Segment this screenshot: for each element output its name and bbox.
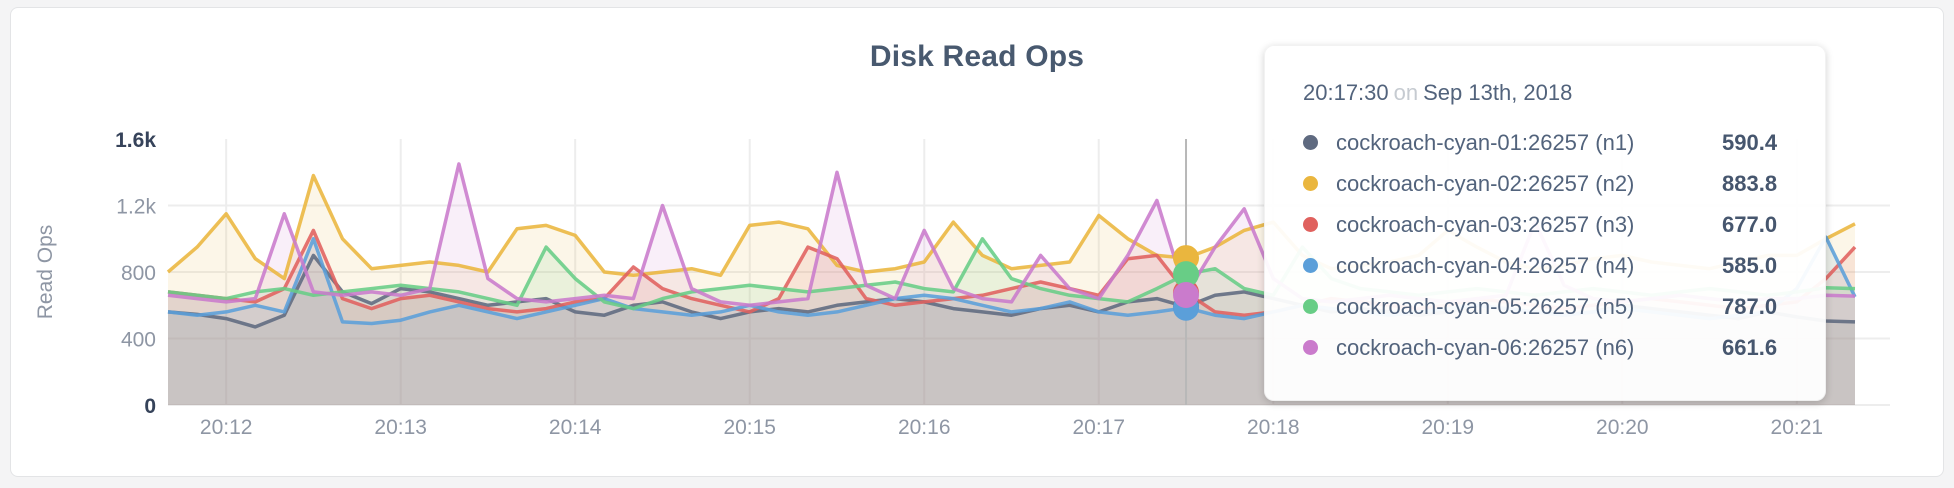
series-label: cockroach-cyan-06:26257 (n6) xyxy=(1336,334,1635,360)
tooltip-row: cockroach-cyan-05:26257 (n5) 787.0 xyxy=(1303,286,1825,327)
series-value: 677.0 xyxy=(1722,211,1778,237)
x-tick-label: 20:21 xyxy=(1771,416,1824,439)
tooltip-row: cockroach-cyan-04:26257 (n4) 585.0 xyxy=(1303,245,1825,286)
y-tick-label: 0 xyxy=(144,395,156,418)
series-label: cockroach-cyan-05:26257 (n5) xyxy=(1336,293,1635,319)
x-tick-label: 20:17 xyxy=(1072,416,1125,439)
series-label: cockroach-cyan-02:26257 (n2) xyxy=(1336,170,1635,196)
tooltip-date: Sep 13th, 2018 xyxy=(1423,80,1573,105)
chart-title: Disk Read Ops xyxy=(869,40,1085,73)
hover-dot-n5[interactable] xyxy=(1173,261,1200,288)
series-value: 787.0 xyxy=(1722,293,1778,319)
tooltip-row: cockroach-cyan-06:26257 (n6) 661.6 xyxy=(1303,327,1825,368)
x-tick-label: 20:14 xyxy=(549,416,602,439)
hover-dot-n6[interactable] xyxy=(1173,282,1200,309)
series-color-dot xyxy=(1303,340,1318,355)
y-axis-title: Read Ops xyxy=(34,225,57,320)
series-color-dot xyxy=(1303,299,1318,314)
y-tick-label: 400 xyxy=(121,329,156,352)
tooltip-time: 20:17:30 xyxy=(1303,80,1389,105)
y-tick-label: 1.6k xyxy=(115,129,156,152)
series-color-dot xyxy=(1303,176,1318,191)
series-value: 661.6 xyxy=(1722,334,1778,360)
y-tick-label: 1.2k xyxy=(116,196,156,219)
x-tick-label: 20:12 xyxy=(200,416,253,439)
x-tick-label: 20:16 xyxy=(898,416,951,439)
y-tick-label: 800 xyxy=(121,262,156,285)
series-color-dot xyxy=(1303,135,1318,150)
series-color-dot xyxy=(1303,258,1318,273)
tooltip-row: cockroach-cyan-03:26257 (n3) 677.0 xyxy=(1303,204,1825,245)
x-tick-label: 20:19 xyxy=(1422,416,1475,439)
tooltip-row: cockroach-cyan-02:26257 (n2) 883.8 xyxy=(1303,163,1825,204)
tooltip-on-text: on xyxy=(1393,80,1419,105)
hover-tooltip: 20:17:30 on Sep 13th, 2018 cockroach-cyan-… xyxy=(1264,45,1826,401)
series-label: cockroach-cyan-01:26257 (n1) xyxy=(1336,129,1635,155)
series-value: 883.8 xyxy=(1722,170,1778,196)
series-color-dot xyxy=(1303,217,1318,232)
x-tick-label: 20:20 xyxy=(1596,416,1649,439)
series-label: cockroach-cyan-03:26257 (n3) xyxy=(1336,211,1635,237)
tooltip-header: 20:17:30 on Sep 13th, 2018 xyxy=(1303,80,1825,106)
x-tick-label: 20:13 xyxy=(374,416,427,439)
series-value: 590.4 xyxy=(1722,129,1778,155)
x-tick-label: 20:18 xyxy=(1247,416,1300,439)
series-value: 585.0 xyxy=(1722,252,1778,278)
tooltip-row: cockroach-cyan-01:26257 (n1) 590.4 xyxy=(1303,122,1825,163)
series-label: cockroach-cyan-04:26257 (n4) xyxy=(1336,252,1635,278)
x-tick-label: 20:15 xyxy=(723,416,776,439)
